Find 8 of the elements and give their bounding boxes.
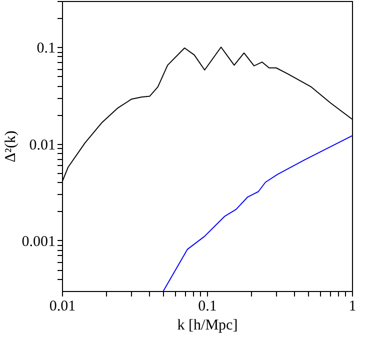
y-tick-label: 0.01 xyxy=(29,137,56,154)
y-tick-label: 0.1 xyxy=(36,40,56,57)
x-tick-label: 0.01 xyxy=(49,298,76,314)
y-axis-title: Δ²(k) xyxy=(2,130,19,162)
x-axis-title: k [h/Mpc] xyxy=(177,318,238,334)
x-tick-label: 1 xyxy=(348,298,356,314)
y-tick-label: 0.001 xyxy=(22,234,56,250)
x-tick-label: 0.1 xyxy=(198,298,217,314)
